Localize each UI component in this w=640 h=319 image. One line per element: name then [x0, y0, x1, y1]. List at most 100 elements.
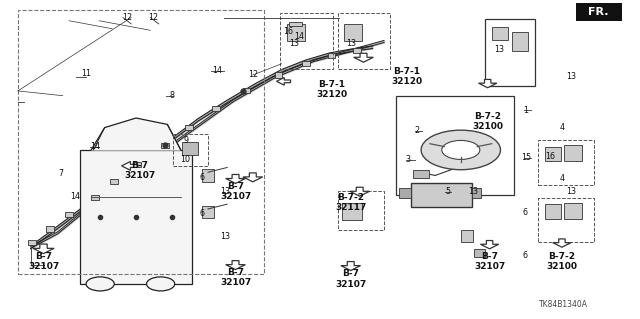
Bar: [161, 143, 169, 148]
Text: 13: 13: [220, 232, 230, 241]
Bar: [538, 140, 594, 185]
Polygon shape: [226, 174, 245, 183]
Text: 14: 14: [70, 192, 81, 201]
Text: 13: 13: [220, 187, 230, 196]
Polygon shape: [354, 53, 373, 62]
Text: B-7
32107: B-7 32107: [28, 252, 59, 271]
Circle shape: [421, 130, 500, 170]
Bar: [202, 206, 214, 218]
Bar: [243, 88, 250, 93]
Bar: [110, 179, 118, 184]
Bar: [413, 170, 429, 178]
Bar: [411, 183, 472, 207]
Text: 13: 13: [289, 39, 300, 48]
Text: 14: 14: [90, 142, 100, 151]
Bar: [338, 191, 384, 230]
Text: 3: 3: [406, 155, 411, 164]
Bar: [185, 125, 193, 130]
Polygon shape: [479, 79, 497, 88]
Text: 12: 12: [248, 70, 258, 79]
Text: 14: 14: [212, 66, 223, 75]
Bar: [46, 226, 54, 232]
Text: 10: 10: [180, 155, 191, 164]
Polygon shape: [553, 239, 571, 247]
Bar: [280, 13, 333, 69]
Circle shape: [147, 277, 175, 291]
Bar: [538, 198, 594, 242]
Text: B-7-2
32100: B-7-2 32100: [547, 252, 577, 271]
Text: 13: 13: [494, 45, 504, 54]
Text: B-7-2
32100: B-7-2 32100: [472, 112, 503, 131]
Bar: [461, 230, 473, 242]
Text: B-7
32107: B-7 32107: [474, 252, 505, 271]
Text: 6: 6: [522, 208, 527, 217]
Circle shape: [86, 277, 115, 291]
Bar: [289, 22, 302, 26]
Text: B-7-2
32117: B-7-2 32117: [335, 193, 367, 212]
Text: 14: 14: [294, 32, 305, 41]
Text: 9: 9: [183, 136, 188, 145]
Polygon shape: [33, 244, 54, 254]
Bar: [344, 24, 362, 41]
Text: B-7
32107: B-7 32107: [220, 182, 251, 201]
Text: 2: 2: [415, 126, 420, 135]
Bar: [182, 142, 198, 155]
Text: 7: 7: [58, 169, 63, 178]
Bar: [342, 203, 362, 220]
Text: B-7-1
32120: B-7-1 32120: [316, 80, 347, 99]
Text: 13: 13: [468, 187, 479, 196]
Bar: [564, 145, 582, 161]
Text: 6: 6: [199, 173, 204, 182]
Bar: [338, 13, 390, 69]
Text: TK84B1340A: TK84B1340A: [539, 300, 588, 309]
Bar: [134, 162, 141, 167]
Bar: [212, 106, 220, 111]
Text: 13: 13: [566, 72, 576, 81]
Bar: [545, 204, 561, 219]
Text: 13: 13: [566, 187, 576, 196]
Text: 4: 4: [559, 174, 564, 183]
Bar: [80, 150, 192, 284]
Bar: [328, 53, 335, 58]
Polygon shape: [243, 173, 262, 182]
Text: B-7
32107: B-7 32107: [220, 268, 251, 287]
Text: 16: 16: [283, 27, 293, 36]
Text: 6: 6: [522, 251, 527, 260]
Polygon shape: [481, 241, 499, 249]
Text: 4: 4: [559, 123, 564, 132]
Text: 13: 13: [346, 39, 356, 48]
Bar: [474, 249, 485, 257]
Bar: [512, 32, 528, 51]
Polygon shape: [350, 187, 369, 196]
Bar: [91, 195, 99, 200]
Text: FR.: FR.: [588, 7, 609, 17]
Text: 15: 15: [521, 153, 531, 162]
Text: B-7-1
32120: B-7-1 32120: [392, 67, 422, 86]
Circle shape: [442, 140, 480, 160]
Text: 11: 11: [81, 69, 92, 78]
Text: 8: 8: [169, 91, 174, 100]
Polygon shape: [341, 262, 360, 271]
Bar: [485, 19, 535, 86]
Polygon shape: [91, 118, 180, 150]
Bar: [564, 203, 582, 219]
Text: 12: 12: [148, 13, 159, 22]
Polygon shape: [226, 261, 245, 270]
Bar: [302, 61, 310, 66]
Bar: [396, 96, 514, 195]
Bar: [287, 24, 305, 41]
Bar: [18, 10, 264, 274]
Polygon shape: [122, 161, 138, 170]
Bar: [275, 72, 282, 78]
Text: 5: 5: [445, 187, 451, 196]
Bar: [472, 188, 481, 198]
Polygon shape: [276, 78, 291, 85]
Text: B-7
32107: B-7 32107: [335, 270, 366, 289]
Bar: [576, 3, 622, 21]
Bar: [353, 48, 361, 53]
Bar: [173, 134, 208, 166]
Text: B-7
32107: B-7 32107: [124, 161, 155, 180]
Text: 1: 1: [524, 106, 529, 115]
Bar: [28, 240, 36, 245]
Bar: [399, 188, 411, 198]
